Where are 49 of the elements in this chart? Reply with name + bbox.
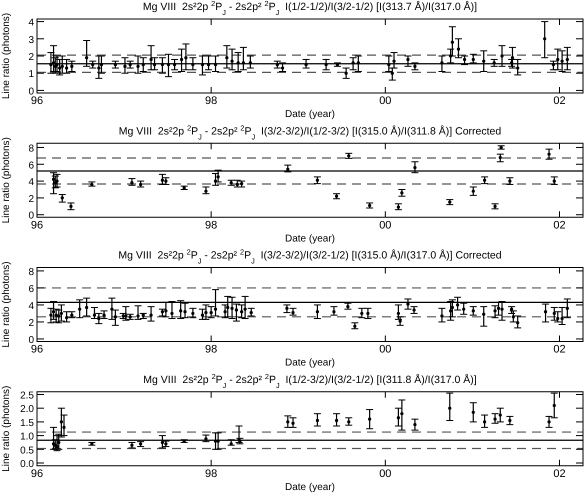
y-tick-label: 1.5 — [20, 418, 34, 429]
x-axis-title: Date (year) — [284, 358, 336, 368]
y-tick-label: 0.0 — [20, 459, 34, 470]
x-tick-label: 96 — [30, 344, 44, 356]
chart-title: Mg VIII 2s²2p $^{2}$P$_{J}$ - 2s2p² $^{2}$P$_{J}$ I(3/2-3/2)/I(1/2-3/2) [I(315.0 Å)/I(311.8 Å)] Corrected — [118, 122, 502, 141]
chart-title: Mg VIII 2s²2p $^{2}$P$_{J}$ - 2s2p² $^{2}$P$_{J}$ I(1/2-1/2)/I(3/2-1/2) [I(313.7 Å)/I(317.0 Å)] — [142, 0, 478, 16]
x-tick-label: 96 — [30, 468, 44, 480]
y-axis-title: Line ratio (photons) — [1, 386, 12, 472]
x-tick-label: 02 — [553, 95, 566, 107]
x-tick-label: 02 — [553, 468, 566, 480]
y-tick-label: 2.0 — [20, 404, 34, 416]
x-tick-label: 98 — [205, 95, 218, 107]
y-tick-label: 3 — [28, 34, 34, 46]
x-tick-label: 00 — [379, 219, 392, 232]
chart-title: Mg VIII 2s²2p $^{2}$P$_{J}$ - 2s2p² $^{2}$P$_{J}$ I(1/2-3/2)/I(3/2-1/2) [I(311.8 Å)/I(317.0 Å)] — [143, 371, 477, 390]
y-tick-label: 4 — [28, 177, 34, 188]
y-tick-label: 6 — [28, 284, 34, 295]
chart-title: Mg VIII 2s²2p $^{2}$P$_{J}$ - 2s2p² $^{2}$P$_{J}$ I(3/2-3/2)/I(3/2-1/2) [I(315.0 Å)/I(317.0 Å)] Corrected — [118, 247, 502, 265]
x-tick-label: 96 — [30, 95, 44, 107]
y-tick-label: 8 — [28, 266, 34, 278]
y-tick-label: 8 — [28, 143, 34, 154]
x-tick-label: 98 — [205, 344, 218, 356]
y-tick-label: 1.0 — [20, 432, 34, 443]
y-tick-label: 0.5 — [20, 445, 34, 456]
y-tick-label: 6 — [28, 160, 34, 172]
x-axis-title: Date (year) — [284, 233, 336, 244]
y-tick-label: 2 — [28, 52, 34, 63]
y-tick-label: 0 — [28, 210, 34, 222]
x-tick-label: 00 — [379, 95, 392, 107]
x-axis-title: Date (year) — [284, 109, 336, 120]
x-tick-label: 98 — [205, 219, 218, 232]
x-axis-title: Date (year) — [284, 482, 336, 493]
y-axis-title: Line ratio (photons) — [1, 261, 12, 348]
y-tick-label: 2 — [28, 194, 34, 205]
y-axis-title: Line ratio (photons) — [1, 12, 12, 100]
y-tick-label: 1 — [28, 69, 34, 80]
y-tick-label: 2 — [28, 318, 34, 329]
x-tick-label: 96 — [30, 219, 44, 232]
x-tick-label: 02 — [553, 219, 566, 232]
y-tick-label: 0 — [28, 334, 34, 346]
x-tick-label: 98 — [205, 468, 218, 480]
y-axis-title: Line ratio (photons) — [1, 137, 12, 224]
y-tick-label: 4 — [28, 300, 34, 312]
y-tick-label: 4 — [28, 18, 34, 29]
y-tick-label: 2.5 — [20, 390, 34, 402]
x-tick-label: 00 — [379, 468, 392, 480]
x-tick-label: 02 — [553, 344, 566, 356]
x-tick-label: 00 — [379, 344, 392, 356]
y-tick-label: 0 — [28, 86, 34, 98]
